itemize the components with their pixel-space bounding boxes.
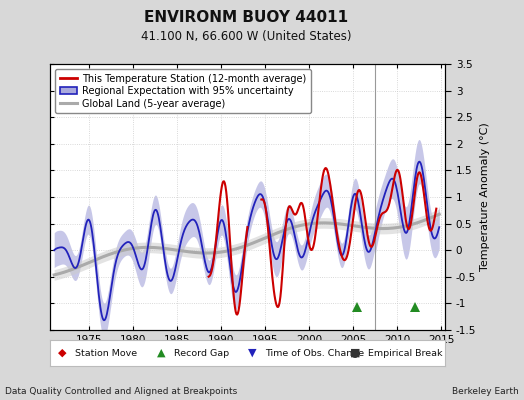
Text: ENVIRONM BUOY 44011: ENVIRONM BUOY 44011 <box>144 10 348 25</box>
Legend: This Temperature Station (12-month average), Regional Expectation with 95% uncer: This Temperature Station (12-month avera… <box>54 69 311 114</box>
Text: ◆: ◆ <box>58 348 66 358</box>
Text: ▲: ▲ <box>157 348 165 358</box>
Y-axis label: Temperature Anomaly (°C): Temperature Anomaly (°C) <box>481 123 490 271</box>
Text: ▼: ▼ <box>247 348 256 358</box>
Text: Berkeley Earth: Berkeley Earth <box>452 387 519 396</box>
Text: ■: ■ <box>351 348 361 358</box>
Text: Data Quality Controlled and Aligned at Breakpoints: Data Quality Controlled and Aligned at B… <box>5 387 237 396</box>
Text: Time of Obs. Change: Time of Obs. Change <box>265 348 365 358</box>
Text: Empirical Break: Empirical Break <box>368 348 443 358</box>
Text: Station Move: Station Move <box>75 348 138 358</box>
Text: Record Gap: Record Gap <box>174 348 230 358</box>
Text: 41.100 N, 66.600 W (United States): 41.100 N, 66.600 W (United States) <box>141 30 352 43</box>
